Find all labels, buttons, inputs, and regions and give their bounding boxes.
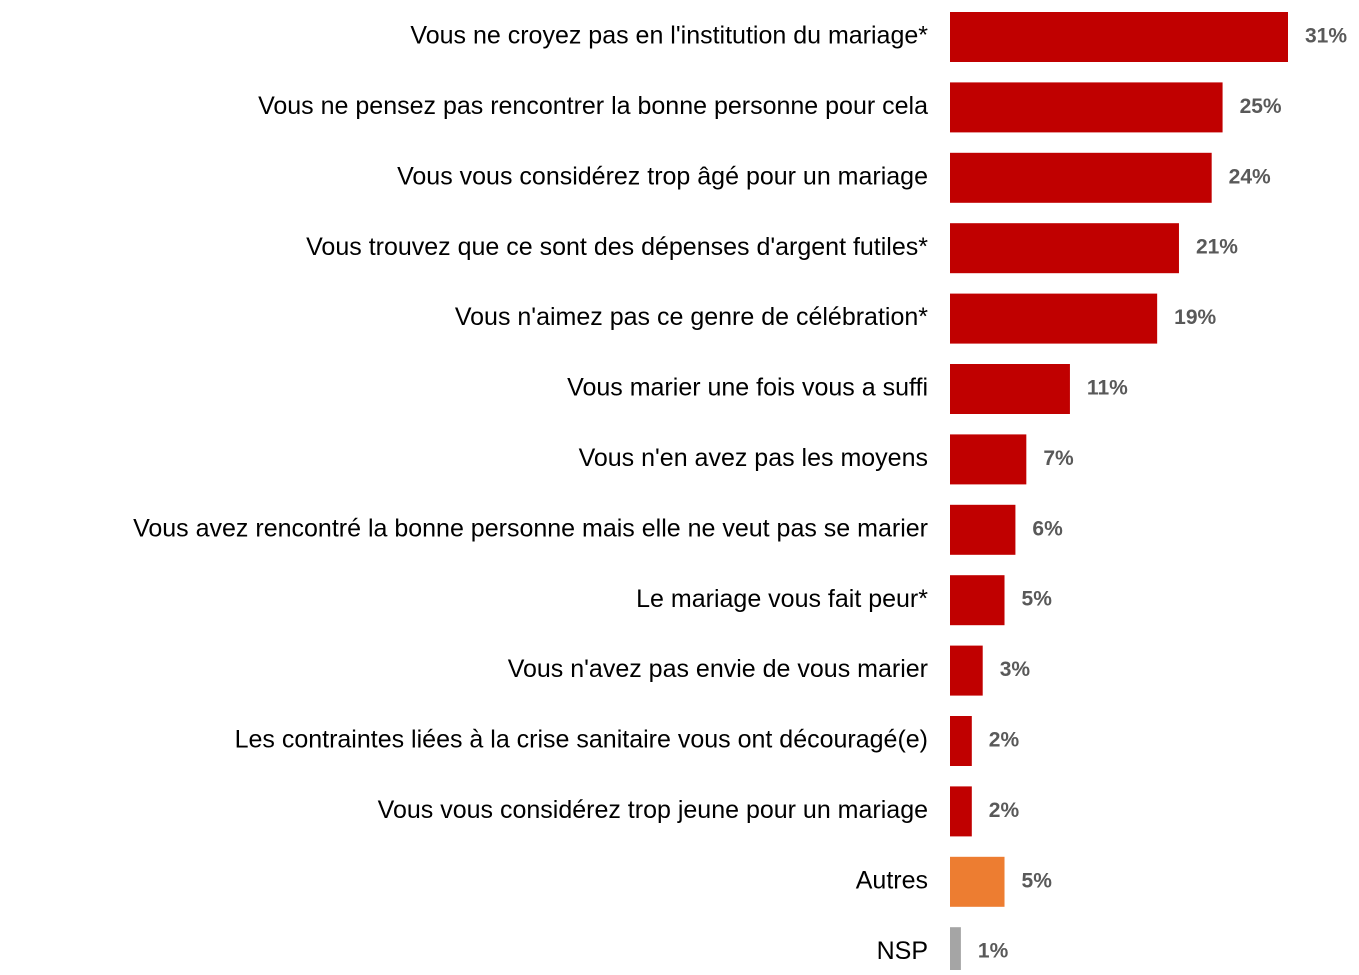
category-label: Les contraintes liées à la crise sanitai… — [235, 726, 928, 754]
category-label: Vous vous considérez trop âgé pour un ma… — [397, 162, 928, 190]
value-label: 3% — [1000, 658, 1031, 681]
value-label: 1% — [978, 940, 1009, 963]
bar — [950, 856, 1005, 907]
value-label: 24% — [1229, 165, 1271, 188]
value-label: 6% — [1032, 517, 1063, 540]
bar — [950, 575, 1005, 626]
category-label: Vous vous considérez trop jeune pour un … — [378, 796, 928, 824]
bar — [950, 223, 1179, 274]
category-label: Vous ne croyez pas en l'institution du m… — [410, 22, 928, 50]
category-label: Vous n'avez pas envie de vous marier — [508, 655, 928, 683]
category-label: Vous n'en avez pas les moyens — [579, 444, 928, 472]
value-label: 31% — [1305, 25, 1347, 48]
bar — [950, 293, 1158, 344]
value-label: 21% — [1196, 236, 1238, 259]
bar — [950, 504, 1016, 555]
bar — [950, 82, 1223, 133]
category-label: Vous avez rencontré la bonne personne ma… — [133, 514, 928, 542]
category-label: Autres — [856, 866, 928, 894]
bar — [950, 927, 961, 975]
value-label: 5% — [1022, 869, 1053, 892]
bar — [950, 152, 1212, 203]
value-label: 2% — [989, 799, 1020, 822]
category-label: Vous ne pensez pas rencontrer la bonne p… — [258, 92, 928, 120]
bar — [950, 364, 1070, 414]
bar — [950, 645, 983, 696]
value-label: 5% — [1022, 588, 1053, 611]
value-label: 7% — [1043, 447, 1074, 470]
category-label: Vous n'aimez pas ce genre de célébration… — [455, 303, 928, 331]
category-label: Vous marier une fois vous a suffi — [567, 374, 928, 402]
category-label: Vous trouvez que ce sont des dépenses d'… — [306, 233, 928, 261]
value-label: 11% — [1087, 377, 1128, 400]
bar — [950, 12, 1288, 62]
value-label: 25% — [1240, 95, 1282, 118]
bar — [950, 786, 972, 837]
bar — [950, 716, 972, 766]
category-label: Le mariage vous fait peur* — [636, 585, 928, 613]
category-label: NSP — [877, 937, 928, 965]
value-label: 2% — [989, 729, 1020, 752]
bar — [950, 434, 1027, 485]
value-label: 19% — [1174, 306, 1216, 329]
